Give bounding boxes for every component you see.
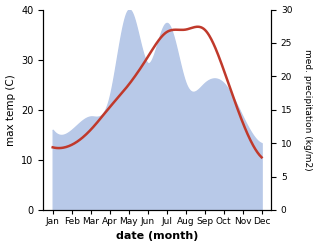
- Y-axis label: max temp (C): max temp (C): [5, 74, 16, 146]
- X-axis label: date (month): date (month): [116, 231, 198, 242]
- Y-axis label: med. precipitation (kg/m2): med. precipitation (kg/m2): [303, 49, 313, 171]
